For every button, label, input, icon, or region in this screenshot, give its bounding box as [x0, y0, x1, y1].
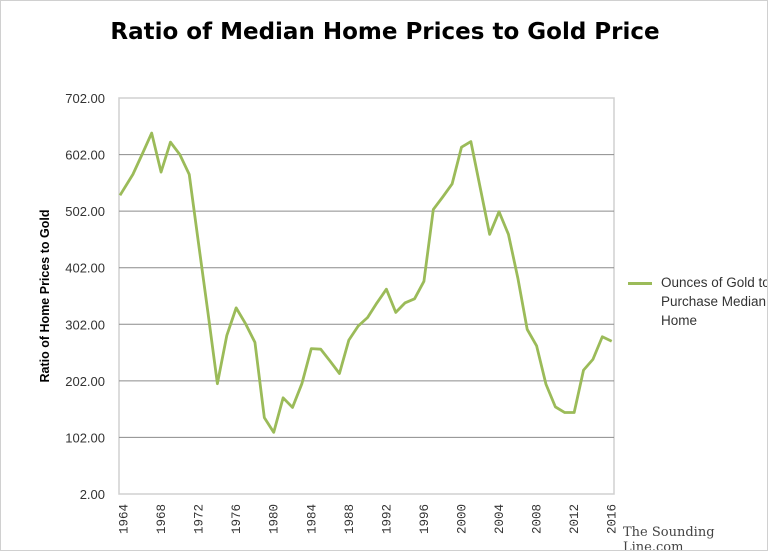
x-tick-label: 2008 — [531, 504, 545, 534]
x-tick-label: 1972 — [193, 504, 207, 534]
y-tick-label: 702.00 — [65, 91, 105, 106]
x-axis-ticks: 1964 1968 1972 1976 1980 1984 1988 1992 1996 2000… — [118, 504, 620, 534]
x-tick-label: 1992 — [380, 504, 394, 534]
x-tick-label: 1980 — [268, 504, 282, 534]
x-tick-label: 1996 — [418, 504, 432, 534]
plot-border — [118, 97, 615, 495]
x-tick-label: 1988 — [343, 504, 357, 534]
y-tick-label: 502.00 — [65, 204, 105, 219]
x-tick-label: 2016 — [606, 504, 620, 534]
y-tick-label: 602.00 — [65, 148, 105, 163]
y-tick-label: 302.00 — [65, 317, 105, 332]
y-tick-label: 202.00 — [65, 374, 105, 389]
x-tick-label: 2004 — [493, 504, 507, 534]
legend-label: Ounces of Gold to Purchase Median Home — [661, 275, 768, 328]
legend-swatch — [628, 282, 652, 285]
y-tick-label: 102.00 — [65, 430, 105, 445]
y-axis-label: Ratio of Home Prices to Gold — [38, 210, 52, 383]
x-tick-label: 2012 — [568, 504, 582, 534]
series-line — [118, 131, 613, 434]
gridlines — [118, 97, 615, 495]
series-group — [118, 131, 613, 434]
x-tick-label: 1968 — [155, 504, 169, 534]
x-tick-label: 1964 — [118, 504, 132, 534]
y-axis-ticks: 2.00 102.00 202.00 302.00 402.00 502.00 602.00… — [65, 91, 105, 502]
y-tick-label: 402.00 — [65, 261, 105, 276]
x-tick-label: 1976 — [230, 504, 244, 534]
x-tick-label: 2000 — [455, 504, 469, 534]
y-tick-label: 2.00 — [80, 487, 105, 502]
watermark: The Sounding Line.com — [623, 525, 715, 551]
chart-title: Ratio of Median Home Prices to Gold Pric… — [110, 19, 660, 45]
x-tick-label: 1984 — [305, 504, 319, 534]
